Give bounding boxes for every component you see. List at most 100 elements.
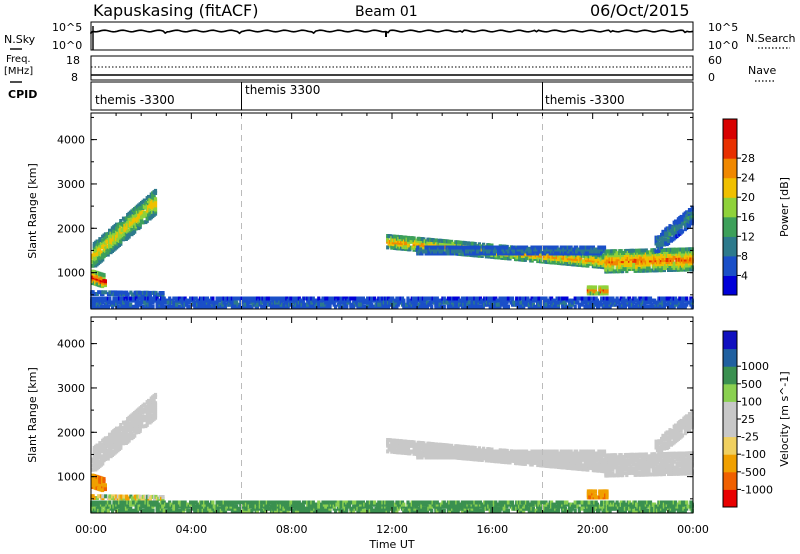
echo-cell xyxy=(395,234,399,239)
echo-cell xyxy=(235,304,239,309)
echo-cell xyxy=(494,296,498,301)
echo-cell xyxy=(153,211,158,216)
echo-cell xyxy=(676,302,680,307)
echo-cell xyxy=(177,296,182,301)
echo-cell xyxy=(131,418,135,423)
echo-cell xyxy=(404,241,408,246)
echo-cell xyxy=(155,500,159,505)
echo-cell xyxy=(356,298,360,303)
echo-cell xyxy=(353,296,357,301)
echo-cell xyxy=(678,304,682,309)
echo-cell xyxy=(504,256,508,261)
echo-cell xyxy=(104,304,108,309)
echo-cell xyxy=(134,500,138,505)
colorbar-label: Power [dB] xyxy=(778,177,791,237)
echo-cell xyxy=(577,302,581,307)
echo-cell xyxy=(274,508,278,513)
echo-cell xyxy=(111,508,115,513)
echo-cell xyxy=(476,302,480,307)
y-tick-label: 1000 xyxy=(57,267,85,280)
echo-cell xyxy=(162,296,166,301)
echo-cell xyxy=(626,298,630,303)
echo-cell xyxy=(243,500,247,505)
colorbar-segment xyxy=(723,216,737,237)
echo-cell xyxy=(612,269,616,274)
echo-cell xyxy=(339,508,343,513)
echo-cell xyxy=(530,296,534,301)
echo-cell xyxy=(242,304,246,309)
echo-cell xyxy=(172,302,176,307)
echo-cell xyxy=(648,268,653,273)
echo-cell xyxy=(632,262,636,267)
echo-cell xyxy=(597,304,601,309)
echo-cell xyxy=(679,214,683,219)
echo-cell xyxy=(622,296,626,301)
echo-cell xyxy=(268,302,272,307)
echo-cell xyxy=(168,500,172,505)
echo-cell xyxy=(412,236,416,241)
echo-cell xyxy=(123,500,127,505)
echo-cell xyxy=(609,298,614,303)
echo-cell xyxy=(130,432,134,436)
echo-cell xyxy=(400,500,405,505)
echo-cell xyxy=(279,304,283,309)
echo-cell xyxy=(147,205,151,210)
echo-cell xyxy=(378,298,382,303)
echo-cell xyxy=(470,296,474,301)
echo-cell xyxy=(281,502,285,507)
station-title: Kapuskasing (fitACF) xyxy=(93,1,259,20)
echo-cell xyxy=(91,296,95,301)
echo-cell xyxy=(140,508,144,513)
echo-cell xyxy=(161,502,165,507)
echo-cell xyxy=(593,285,598,290)
echo-cell xyxy=(138,506,143,511)
echo-cell xyxy=(131,214,135,219)
echo-cell xyxy=(153,205,158,210)
echo-cell xyxy=(364,508,368,513)
echo-cell xyxy=(153,199,158,204)
echo-cell xyxy=(168,296,172,301)
echo-cell xyxy=(648,296,653,301)
echo-cell xyxy=(690,247,694,252)
nsky-trace xyxy=(90,29,694,35)
echo-cell xyxy=(385,506,389,511)
echo-cell xyxy=(424,245,428,250)
echo-cell xyxy=(92,304,97,309)
echo-cell xyxy=(255,506,260,511)
echo-cell xyxy=(99,242,103,247)
echo-cell xyxy=(544,296,548,301)
echo-cell xyxy=(556,302,561,307)
echo-cell xyxy=(317,304,321,309)
echo-cell xyxy=(512,300,516,305)
echo-cell xyxy=(109,246,113,251)
echo-cell xyxy=(324,506,328,511)
echo-cell xyxy=(222,298,226,303)
echo-cell xyxy=(352,508,356,513)
echo-cell xyxy=(452,302,456,307)
echo-cell xyxy=(605,304,609,309)
echo-cell xyxy=(349,302,353,307)
echo-cell xyxy=(175,304,179,309)
echo-cell xyxy=(651,260,655,265)
echo-cell xyxy=(435,298,439,303)
echo-cell xyxy=(625,302,629,307)
echo-cell xyxy=(124,430,128,435)
echo-cell xyxy=(250,508,254,513)
echo-cell xyxy=(129,500,133,505)
echo-cell xyxy=(175,500,179,505)
echo-cell xyxy=(685,296,689,301)
echo-cell xyxy=(310,506,314,511)
echo-cell xyxy=(473,304,477,309)
echo-cell xyxy=(414,502,418,507)
echo-cell xyxy=(148,302,152,307)
echo-cell xyxy=(151,296,155,301)
echo-cell xyxy=(98,441,102,446)
echo-cell xyxy=(591,304,595,309)
echo-cell xyxy=(615,296,619,301)
echo-cell xyxy=(580,302,584,307)
echo-cell xyxy=(516,251,520,256)
echo-cell xyxy=(126,506,130,511)
colorbar-tick-label: 20 xyxy=(741,191,755,204)
echo-cell xyxy=(134,226,138,231)
echo-cell xyxy=(332,302,336,307)
